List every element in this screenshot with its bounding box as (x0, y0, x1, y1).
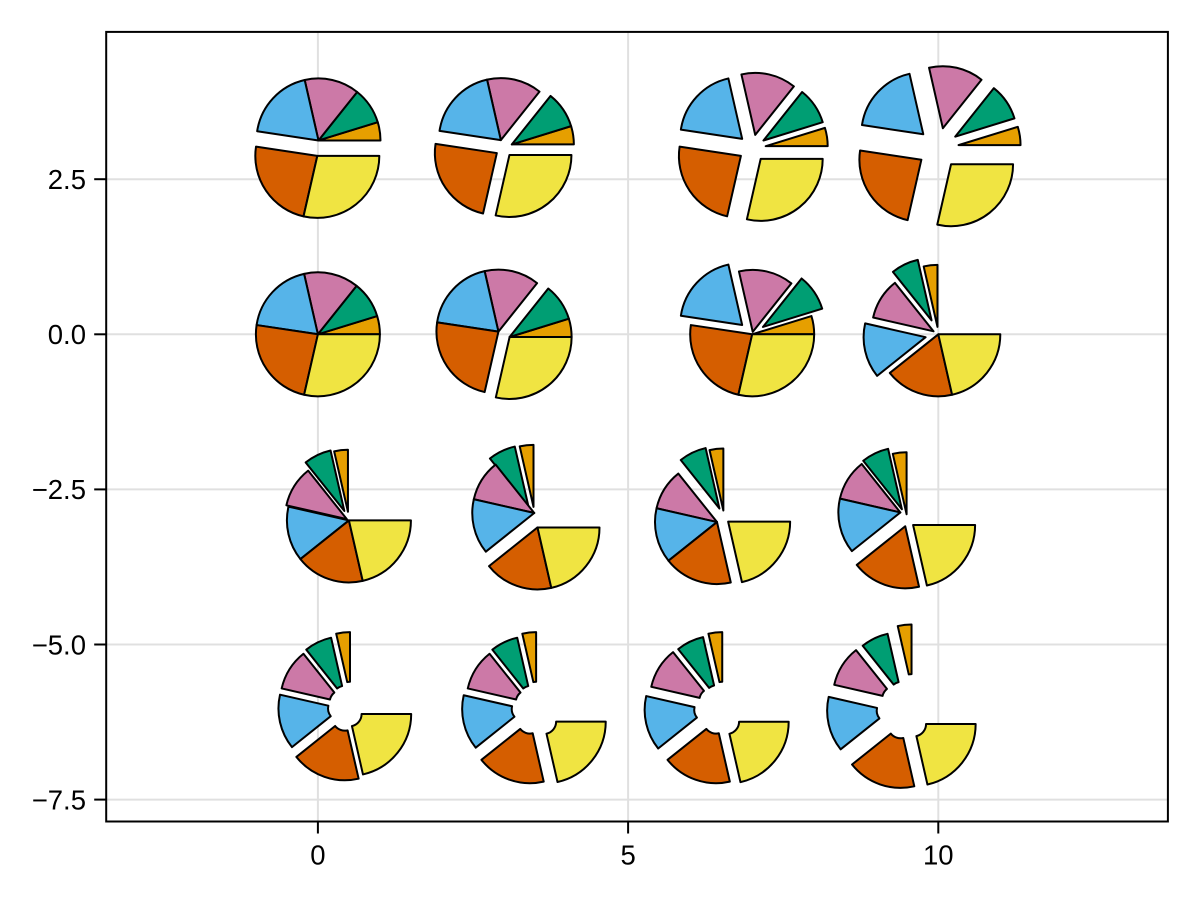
svg-text:0: 0 (310, 840, 325, 871)
svg-text:−7.5: −7.5 (32, 784, 86, 815)
svg-text:0.0: 0.0 (48, 319, 86, 350)
svg-text:2.5: 2.5 (48, 164, 86, 195)
svg-text:10: 10 (923, 840, 954, 871)
svg-text:−2.5: −2.5 (32, 474, 86, 505)
svg-text:−5.0: −5.0 (32, 629, 86, 660)
svg-text:5: 5 (620, 840, 635, 871)
